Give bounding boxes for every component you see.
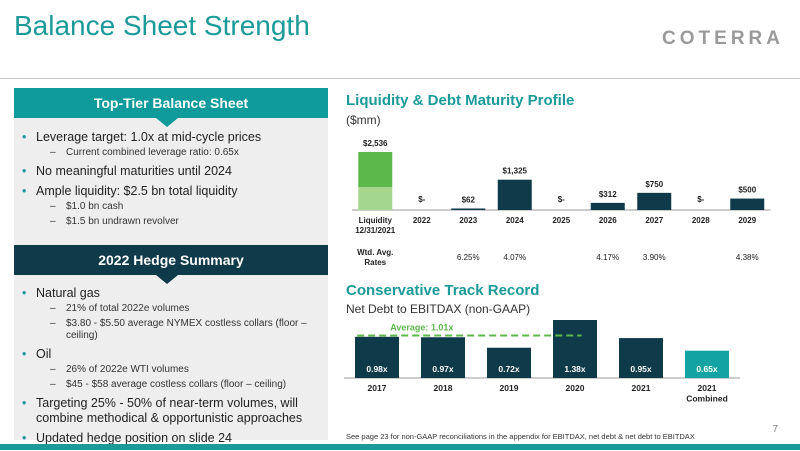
liquidity-maturity-chart: $2,536 Liquidity 12/31/2021 $- 2022 $62 2023 6.… xyxy=(352,139,771,267)
x-tick-label: Liquidity 12/31/2021 xyxy=(355,216,396,235)
bullet-item: Oil 26% of 2022e WTI volumes $45 - $58 ave… xyxy=(22,347,318,391)
bullet-text: Targeting 25% - 50% of near-term volumes… xyxy=(36,396,303,425)
ratio-bar xyxy=(553,320,597,378)
rate-label: 4.17% xyxy=(596,253,619,262)
bar-value-label: $500 xyxy=(738,186,756,195)
bullet-item: No meaningful maturities until 2024 xyxy=(22,164,318,179)
sub-bullet-item: $45 - $58 average costless collars (floo… xyxy=(36,379,318,391)
title-divider xyxy=(0,78,800,79)
x-tick-label: 2023 xyxy=(459,216,477,225)
x-tick-label: 2021 xyxy=(632,383,651,393)
bullet-item: Leverage target: 1.0x at mid-cycle price… xyxy=(22,130,318,159)
track-record-title: Conservative Track Record xyxy=(346,282,540,299)
x-tick-label: 2017 xyxy=(368,383,387,393)
rates-row-label: Wtd. Avg. Rates xyxy=(357,248,393,267)
maturity-bar xyxy=(590,202,625,210)
bullet-text: Leverage target: 1.0x at mid-cycle price… xyxy=(36,130,262,144)
header-pointer xyxy=(156,118,178,127)
bar-value-label: $- xyxy=(418,195,425,204)
x-tick-label: 2028 xyxy=(692,216,710,225)
bottom-accent-bar xyxy=(0,444,800,450)
footnote: See page 23 for non-GAAP reconciliations… xyxy=(346,432,695,441)
x-tick-label: 2019 xyxy=(500,383,519,393)
sub-bullet-list: Current combined leverage ratio: 0.65x xyxy=(36,147,318,159)
bar-value-label: $- xyxy=(558,195,565,204)
bullet-text: No meaningful maturities until 2024 xyxy=(36,164,232,178)
net-debt-ebitdax-chart: 0.98x 2017 0.97x 2018 0.72x 2019 1.38x 2020 0.95… xyxy=(344,320,740,404)
bullet-text: Updated hedge position on slide 24 xyxy=(36,431,232,445)
sub-bullet-list: 26% of 2022e WTI volumes $45 - $58 averag… xyxy=(36,364,318,391)
maturity-bar xyxy=(637,192,672,210)
x-tick-label: 2024 xyxy=(506,216,524,225)
maturity-bar xyxy=(451,208,486,210)
bullet-text: Ample liquidity: $2.5 bn total liquidity xyxy=(36,184,238,198)
bar-value-label: $312 xyxy=(599,190,617,199)
average-label: Average: 1.01x xyxy=(390,323,453,333)
hedge-summary-header: 2022 Hedge Summary xyxy=(14,245,328,275)
x-tick-label: 2020 xyxy=(566,383,585,393)
bar-value-label: 0.95x xyxy=(630,364,652,374)
bar-value-label: 0.98x xyxy=(366,364,388,374)
bar-value-label: $- xyxy=(697,195,704,204)
hedge-summary-bullets: Natural gas 21% of total 2022e volumes $3.… xyxy=(22,286,318,451)
page-number: 7 xyxy=(772,424,778,435)
sub-bullet-item: Current combined leverage ratio: 0.65x xyxy=(36,147,318,159)
cash-bar-segment xyxy=(358,187,393,210)
balance-sheet-bullets: Leverage target: 1.0x at mid-cycle price… xyxy=(22,130,318,233)
bullet-text: Oil xyxy=(36,347,52,361)
ratio-bar xyxy=(421,337,465,378)
company-logo: COTERRA xyxy=(662,28,784,49)
bar-value-label: 0.72x xyxy=(498,364,520,374)
bullet-item: Targeting 25% - 50% of near-term volumes… xyxy=(22,396,318,426)
x-tick-label: 2027 xyxy=(645,216,663,225)
bar-value-label: 0.65x xyxy=(696,364,718,374)
rate-label: 3.90% xyxy=(643,253,666,262)
bar-value-label: $1,325 xyxy=(503,167,528,176)
x-tick-label: 2022 xyxy=(413,216,431,225)
bullet-item: Natural gas 21% of total 2022e volumes $3.… xyxy=(22,286,318,342)
bullet-item: Updated hedge position on slide 24 xyxy=(22,431,318,446)
x-tick-label: 2029 xyxy=(738,216,756,225)
liquidity-chart-subtitle: ($mm) xyxy=(346,113,381,127)
header-pointer xyxy=(156,275,178,284)
track-record-subtitle: Net Debt to EBITDAX (non-GAAP) xyxy=(346,302,531,316)
sub-bullet-list: 21% of total 2022e volumes $3.80 - $5.50 … xyxy=(36,303,318,342)
slide-title: Balance Sheet Strength xyxy=(14,10,310,41)
rate-label: 4.07% xyxy=(503,253,526,262)
rate-label: 6.25% xyxy=(457,253,480,262)
bar-value-label: $750 xyxy=(645,180,663,189)
ratio-bar xyxy=(487,347,531,378)
revolver-bar-segment xyxy=(358,152,393,188)
bar-value-label: $2,536 xyxy=(363,139,388,148)
sub-bullet-item: $1.0 bn cash xyxy=(36,201,318,213)
ratio-bar xyxy=(355,336,399,378)
maturity-bar xyxy=(730,198,765,210)
ratio-bar xyxy=(685,350,729,378)
bar-value-label: $62 xyxy=(462,196,476,205)
maturity-bar xyxy=(497,179,532,210)
bullet-item: Ample liquidity: $2.5 bn total liquidity… xyxy=(22,184,318,228)
sub-bullet-item: $3.80 - $5.50 average NYMEX costless col… xyxy=(36,318,318,342)
x-tick-label: 2025 xyxy=(552,216,570,225)
sub-bullet-item: 26% of 2022e WTI volumes xyxy=(36,364,318,376)
bar-value-label: 0.97x xyxy=(432,364,454,374)
bar-value-label: 1.38x xyxy=(564,364,586,374)
x-tick-label: 2021 Combined xyxy=(686,383,728,404)
balance-sheet-header: Top-Tier Balance Sheet xyxy=(14,88,328,118)
bullet-text: Natural gas xyxy=(36,286,100,300)
sub-bullet-list: $1.0 bn cash $1.5 bn undrawn revolver xyxy=(36,201,318,228)
x-tick-label: 2026 xyxy=(599,216,617,225)
sub-bullet-item: $1.5 bn undrawn revolver xyxy=(36,216,318,228)
x-tick-label: 2018 xyxy=(434,383,453,393)
liquidity-chart-title: Liquidity & Debt Maturity Profile xyxy=(346,92,575,109)
sub-bullet-item: 21% of total 2022e volumes xyxy=(36,303,318,315)
ratio-bar xyxy=(619,338,663,378)
rate-label: 4.38% xyxy=(736,253,759,262)
